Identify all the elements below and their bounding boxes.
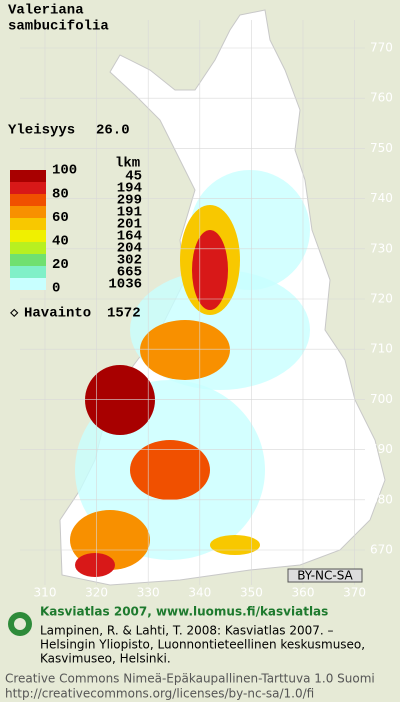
- count-header: lkm: [115, 156, 140, 172]
- count-label: 191: [117, 205, 142, 221]
- legend: 100 80 60 40 20 0 4519429919120116420430266510…: [10, 163, 142, 297]
- legend-swatch: [10, 230, 46, 242]
- y-axis-label: 760: [370, 91, 393, 105]
- citation: Helsingin Yliopisto, Luonnontieteellinen…: [40, 638, 365, 652]
- y-axis-label: 670: [370, 543, 393, 557]
- y-axis-label: 690: [370, 442, 393, 456]
- license-badge: [287, 568, 363, 583]
- x-axis-label: 360: [292, 586, 315, 600]
- species-name: Valeriana: [8, 3, 84, 19]
- legend-swatch: [10, 182, 46, 194]
- x-axis-label: 340: [188, 586, 211, 600]
- count-label: 302: [117, 253, 142, 269]
- y-axis-label: 680: [370, 492, 393, 506]
- x-axis-label: 350: [240, 586, 263, 600]
- frequency-value: 26.0: [96, 123, 130, 139]
- citation: Lampinen, R. & Lahti, T. 2008: Kasviatla…: [40, 624, 334, 638]
- x-axis-label: 370: [343, 586, 366, 600]
- legend-swatch: [10, 170, 46, 182]
- area: [210, 535, 260, 555]
- frequency-label: Yleisyys: [8, 123, 75, 139]
- y-axis-label: 730: [370, 241, 393, 255]
- observations-value: 1572: [107, 306, 141, 322]
- count-label: 1036: [108, 277, 142, 293]
- y-axis-label: 750: [370, 141, 393, 155]
- legend-swatch: [10, 242, 46, 254]
- license-badge-text: BY-NC-SA: [297, 569, 353, 583]
- count-label: 665: [117, 265, 142, 281]
- observation-marker: ◇: [10, 306, 19, 322]
- area: [130, 440, 210, 500]
- license-text: Creative Commons Nimeä-Epäkaupallinen-Ta…: [5, 672, 375, 686]
- count-label: 164: [117, 229, 142, 245]
- scale-label: 40: [52, 234, 69, 250]
- legend-swatch: [10, 218, 46, 230]
- grid: 770 760 750 740 730 720 710 700 690 680 670 310 320 3…: [20, 20, 393, 600]
- observations-label: Havainto: [24, 306, 91, 322]
- area: [85, 365, 155, 435]
- y-axis-label: 710: [370, 342, 393, 356]
- y-axis-label: 770: [370, 41, 393, 55]
- count-label: 201: [117, 217, 142, 233]
- scale-label: 100: [52, 163, 77, 179]
- legend-swatch: [10, 194, 46, 206]
- x-axis-label: 330: [137, 586, 160, 600]
- count-label: 45: [125, 169, 142, 185]
- footer-heading: Kasviatlas 2007, www.luomus.fi/kasviatla…: [40, 605, 328, 619]
- logo: [14, 618, 26, 630]
- scale-label: 0: [52, 281, 60, 297]
- scale-label: 80: [52, 186, 69, 202]
- count-label: 204: [117, 241, 142, 257]
- y-axis-label: 720: [370, 292, 393, 306]
- y-axis-label: 740: [370, 191, 393, 205]
- legend-swatch: [10, 254, 46, 266]
- y-axis-label: 700: [370, 392, 393, 406]
- x-axis-label: 310: [34, 586, 57, 600]
- area: [192, 230, 228, 310]
- species-name: sambucifolia: [8, 19, 109, 35]
- count-label: 194: [117, 181, 142, 197]
- legend-swatch: [10, 278, 46, 290]
- scale-label: 60: [52, 210, 69, 226]
- license-url: http://creativecommons.org/licenses/by-n…: [5, 687, 314, 701]
- area: [140, 320, 230, 380]
- x-axis-label: 320: [85, 586, 108, 600]
- legend-swatch: [10, 206, 46, 218]
- citation: Kasvimuseo, Helsinki.: [40, 652, 171, 666]
- scale-label: 20: [52, 257, 69, 273]
- legend-swatch: [10, 266, 46, 278]
- count-label: 299: [117, 193, 142, 209]
- area: [75, 553, 115, 577]
